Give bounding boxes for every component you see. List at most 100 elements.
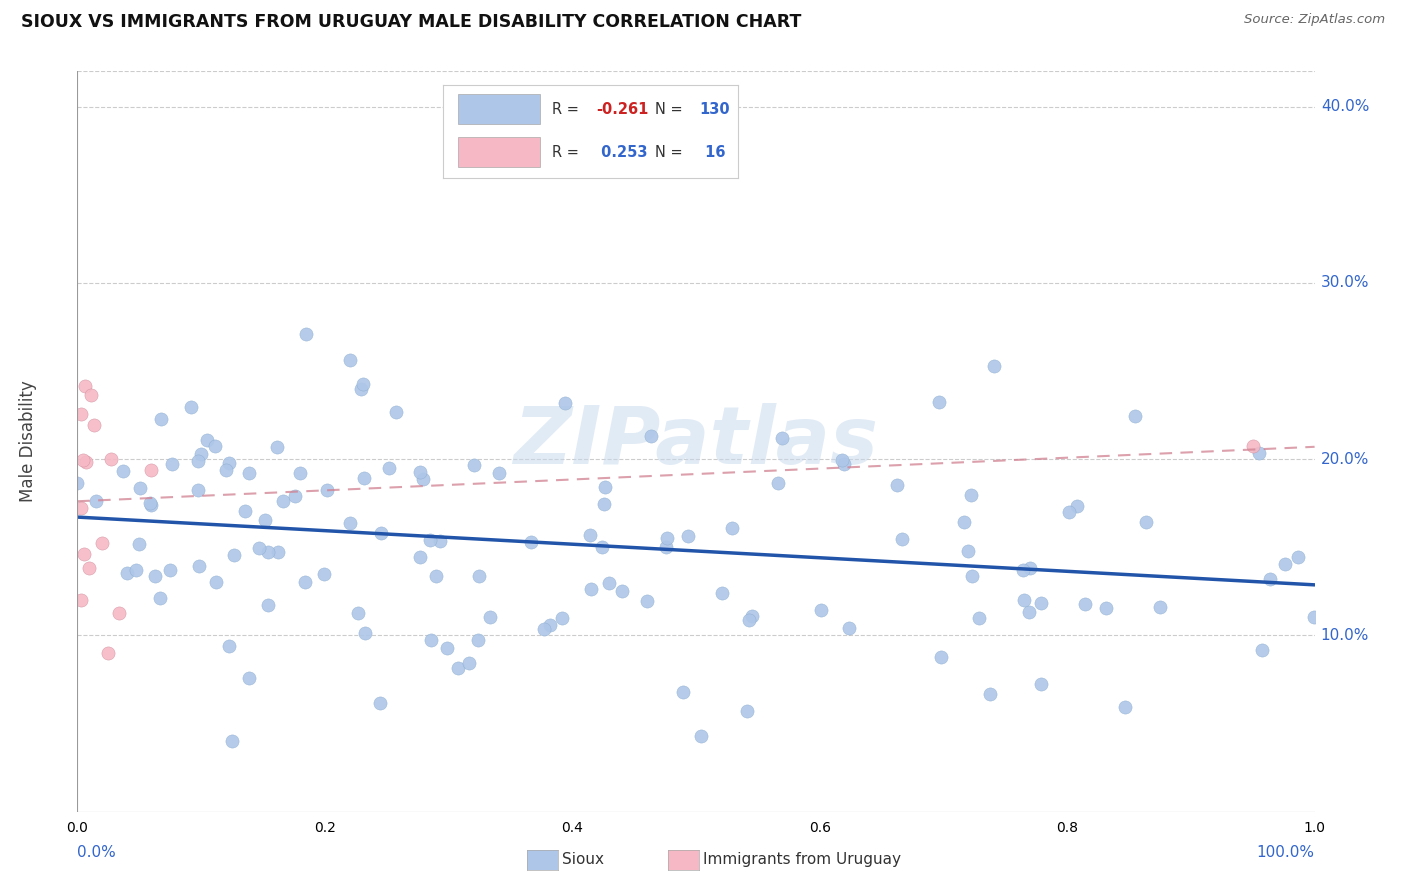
- Point: [929, 649, 952, 664]
- Point: [218, 639, 240, 653]
- Point: [959, 488, 981, 502]
- Point: [70, 501, 93, 516]
- Point: [205, 574, 228, 589]
- Point: [1031, 596, 1053, 610]
- Text: 40.0%: 40.0%: [1320, 99, 1369, 114]
- Text: 0.0%: 0.0%: [77, 845, 117, 860]
- Point: [741, 608, 763, 623]
- Point: [1029, 677, 1052, 691]
- Point: [84, 493, 107, 508]
- Point: [267, 545, 290, 559]
- Point: [159, 563, 181, 577]
- Point: [956, 544, 979, 558]
- Point: [339, 516, 361, 530]
- Point: [347, 606, 370, 620]
- Point: [233, 504, 256, 518]
- Point: [271, 493, 294, 508]
- Point: [139, 498, 162, 512]
- Text: R =: R =: [553, 145, 583, 160]
- Point: [218, 456, 240, 470]
- Point: [1074, 597, 1097, 611]
- Point: [115, 566, 138, 581]
- Text: Source: ZipAtlas.com: Source: ZipAtlas.com: [1244, 13, 1385, 27]
- Point: [1274, 557, 1296, 571]
- Text: -0.261: -0.261: [596, 102, 648, 117]
- Point: [551, 611, 574, 625]
- Point: [143, 569, 166, 583]
- Text: N =: N =: [655, 145, 688, 160]
- Point: [766, 475, 789, 490]
- Text: 10.0%: 10.0%: [1320, 628, 1369, 643]
- Point: [983, 359, 1005, 374]
- Point: [419, 633, 441, 648]
- Point: [1012, 593, 1035, 607]
- Point: [838, 622, 860, 636]
- Point: [832, 457, 855, 471]
- Point: [238, 671, 260, 685]
- Point: [554, 395, 576, 409]
- Point: [288, 466, 311, 480]
- Point: [221, 734, 243, 748]
- Point: [266, 440, 288, 454]
- Point: [238, 467, 260, 481]
- Text: 130: 130: [700, 102, 730, 117]
- Point: [721, 521, 744, 535]
- Point: [66, 475, 89, 490]
- Point: [468, 569, 491, 583]
- Point: [447, 661, 470, 675]
- Point: [83, 418, 105, 433]
- Point: [315, 483, 337, 497]
- Point: [1241, 439, 1264, 453]
- Point: [222, 548, 245, 562]
- Point: [187, 454, 209, 468]
- Point: [429, 534, 451, 549]
- Point: [215, 463, 238, 477]
- Text: Immigrants from Uruguay: Immigrants from Uruguay: [703, 853, 901, 867]
- Point: [1149, 599, 1171, 614]
- Point: [353, 376, 375, 391]
- Point: [107, 607, 129, 621]
- Point: [458, 656, 481, 670]
- Point: [711, 586, 734, 600]
- Point: [1019, 561, 1042, 575]
- Point: [969, 611, 991, 625]
- Point: [610, 584, 633, 599]
- Point: [284, 489, 307, 503]
- Point: [425, 569, 447, 583]
- Point: [1302, 610, 1324, 624]
- Text: 30.0%: 30.0%: [1320, 276, 1369, 291]
- Point: [187, 483, 209, 498]
- Point: [314, 567, 336, 582]
- Point: [72, 453, 94, 467]
- Text: Sioux: Sioux: [562, 853, 605, 867]
- Point: [90, 536, 112, 550]
- Point: [409, 550, 432, 565]
- Point: [354, 625, 377, 640]
- Point: [655, 531, 678, 545]
- Point: [1018, 605, 1040, 619]
- Point: [1012, 563, 1035, 577]
- Point: [409, 466, 432, 480]
- Point: [533, 622, 555, 636]
- Point: [488, 466, 510, 480]
- Text: N =: N =: [655, 102, 688, 117]
- Point: [370, 696, 392, 710]
- Point: [257, 545, 280, 559]
- Text: 20.0%: 20.0%: [1320, 451, 1369, 467]
- Point: [187, 559, 209, 574]
- FancyBboxPatch shape: [458, 137, 540, 167]
- Point: [77, 561, 100, 575]
- Point: [738, 614, 761, 628]
- Text: 16: 16: [700, 145, 725, 160]
- Point: [378, 460, 401, 475]
- Point: [419, 533, 441, 547]
- Point: [463, 458, 485, 472]
- Text: SIOUX VS IMMIGRANTS FROM URUGUAY MALE DISABILITY CORRELATION CHART: SIOUX VS IMMIGRANTS FROM URUGUAY MALE DI…: [21, 13, 801, 31]
- Point: [886, 478, 908, 492]
- Point: [436, 640, 458, 655]
- Point: [831, 453, 853, 467]
- Point: [772, 431, 794, 445]
- Point: [141, 462, 163, 476]
- Point: [579, 582, 602, 596]
- Point: [538, 618, 561, 632]
